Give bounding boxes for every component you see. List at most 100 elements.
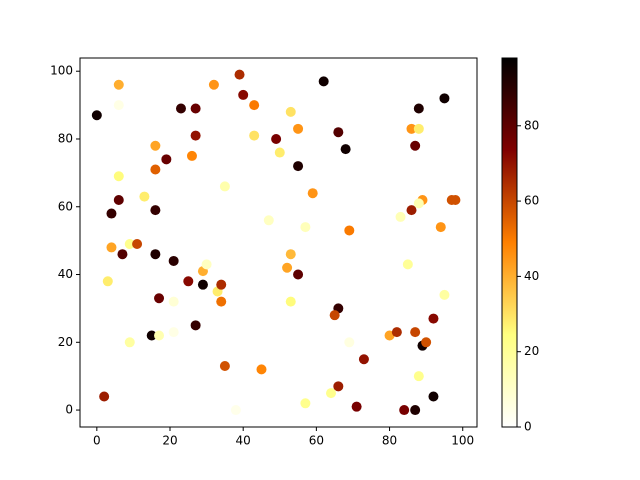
y-tick-label: 100	[50, 64, 73, 78]
x-tick-label: 0	[93, 434, 101, 448]
colorbar-tick-label: 0	[524, 420, 532, 434]
scatter-point	[326, 388, 337, 399]
scatter-point	[413, 198, 424, 209]
scatter-point	[318, 76, 329, 87]
scatter-point	[428, 313, 439, 324]
scatter-point	[410, 405, 421, 416]
scatter-point	[190, 320, 201, 331]
scatter-point	[293, 161, 304, 172]
scatter-point	[329, 310, 340, 321]
scatter-point	[413, 103, 424, 114]
scatter-point	[391, 327, 402, 338]
scatter-point	[168, 327, 179, 338]
colorbar	[501, 57, 518, 428]
x-tick-label: 40	[236, 434, 251, 448]
colorbar-tick-label: 40	[524, 269, 539, 283]
scatter-point	[293, 269, 304, 280]
scatter-point	[219, 361, 230, 372]
scatter-point	[99, 391, 110, 402]
scatter-point	[351, 401, 362, 412]
scatter-point	[190, 130, 201, 141]
scatter-point	[219, 181, 230, 192]
scatter-point	[421, 337, 432, 348]
scatter-point	[168, 296, 179, 307]
scatter-point	[154, 330, 165, 341]
scatter-point	[132, 239, 143, 250]
scatter-point	[150, 205, 161, 216]
scatter-point	[406, 123, 417, 134]
x-tick-label: 100	[451, 434, 474, 448]
x-tick-label: 60	[309, 434, 324, 448]
scatter-point	[234, 69, 245, 80]
scatter-point	[175, 103, 186, 114]
scatter-point	[238, 89, 249, 100]
scatter-point	[113, 100, 124, 111]
scatter-point	[435, 222, 446, 233]
scatter-point	[146, 330, 157, 341]
scatter-point	[256, 364, 267, 375]
scatter-point	[402, 259, 413, 270]
scatter-point	[293, 123, 304, 134]
colorbar-tick-label: 80	[524, 118, 539, 132]
scatter-point	[106, 208, 117, 219]
axes-frame	[79, 57, 478, 428]
scatter-point	[124, 239, 135, 250]
scatter-point	[358, 354, 369, 365]
scatter-point	[282, 262, 293, 273]
y-tick-label: 0	[65, 403, 73, 417]
scatter-point	[183, 276, 194, 287]
scatter-point	[230, 405, 241, 416]
scatter-point	[439, 93, 450, 104]
scatter-point	[216, 296, 227, 307]
scatter-point	[333, 381, 344, 392]
scatter-point	[450, 194, 461, 205]
scatter-point	[406, 205, 417, 216]
scatter-point	[263, 215, 274, 226]
scatter-point	[410, 140, 421, 151]
scatter-point	[344, 225, 355, 236]
scatter-point	[201, 259, 212, 270]
scatter-point	[413, 123, 424, 134]
scatter-point	[285, 296, 296, 307]
scatter-point	[124, 337, 135, 348]
scatter-point	[106, 242, 117, 253]
scatter-point	[113, 79, 124, 90]
scatter-point	[333, 127, 344, 138]
x-tick-label: 80	[382, 434, 397, 448]
scatter-point	[399, 405, 410, 416]
scatter-point	[285, 106, 296, 117]
y-tick-label: 60	[58, 199, 73, 213]
scatter-point	[307, 188, 318, 199]
scatter-point	[117, 249, 128, 260]
scatter-point	[161, 154, 172, 165]
scatter-point	[249, 100, 260, 111]
scatter-point	[274, 147, 285, 158]
scatter-point	[91, 110, 102, 121]
y-tick-label: 40	[58, 267, 73, 281]
colorbar-tick-label: 60	[524, 194, 539, 208]
scatter-point	[410, 327, 421, 338]
scatter-point	[139, 191, 150, 202]
scatter-point	[186, 150, 197, 161]
scatter-point	[413, 371, 424, 382]
scatter-point	[249, 130, 260, 141]
scatter-point	[150, 164, 161, 175]
scatter-point	[102, 276, 113, 287]
scatter-point	[216, 279, 227, 290]
colorbar-tick-label: 20	[524, 344, 539, 358]
scatter-point	[428, 391, 439, 402]
scatter-point	[197, 279, 208, 290]
scatter-point	[208, 79, 219, 90]
scatter-point	[113, 171, 124, 182]
scatter-point	[154, 293, 165, 304]
y-tick-label: 20	[58, 335, 73, 349]
scatter-point	[340, 144, 351, 155]
scatter-point	[168, 255, 179, 266]
scatter-point	[395, 211, 406, 222]
scatter-point	[285, 249, 296, 260]
scatter-point	[300, 398, 311, 409]
scatter-point	[150, 249, 161, 260]
scatter-point	[271, 133, 282, 144]
scatter-point	[344, 337, 355, 348]
